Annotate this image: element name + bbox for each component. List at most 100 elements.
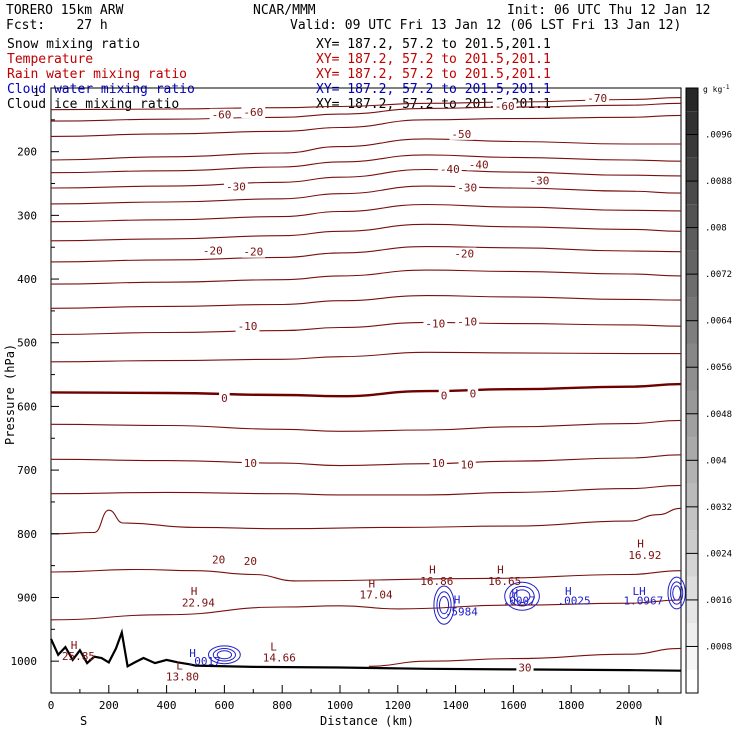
- cloud-water-contour-0-1: [212, 648, 237, 662]
- isotherm-label: -30: [457, 181, 477, 194]
- x-tick-label: 600: [214, 699, 234, 712]
- isotherm-9: [50, 246, 682, 263]
- isotherm-label: -10: [425, 318, 445, 331]
- contour-label-bg: [241, 106, 266, 119]
- field-xy-temperature: XY= 187.2, 57.2 to 201.5,201.1: [316, 52, 551, 67]
- colorbar-tick-label: .0048: [705, 410, 732, 420]
- x-tick-label: 800: [272, 699, 292, 712]
- colorbar-segment: [686, 669, 698, 693]
- colorbar-segment: [686, 646, 698, 670]
- isotherm-label: 0: [441, 390, 448, 403]
- isotherm-label: 20: [212, 553, 225, 566]
- contour-label-bg: [241, 245, 266, 258]
- y-tick-label: 600: [17, 400, 37, 413]
- colorbar-segment: [686, 576, 698, 600]
- contour-label-bg: [423, 317, 448, 330]
- isotherm-label: -30: [529, 174, 549, 187]
- x-tick-label: 1800: [558, 699, 585, 712]
- extremum-label: H: [71, 639, 78, 652]
- forecast-hour: Fcst: 27 h: [6, 18, 108, 33]
- contour-label-bg: [219, 392, 230, 405]
- colorbar-tick-label: .0016: [705, 596, 732, 606]
- isotherm-21: [368, 647, 682, 667]
- isotherm-10: [50, 269, 682, 285]
- contour-label-bg: [516, 661, 534, 674]
- isotherm-8: [50, 223, 682, 242]
- isotherm-16: [50, 454, 682, 467]
- colorbar-tick-label: .0056: [705, 363, 732, 373]
- x-tick-label: 1600: [500, 699, 527, 712]
- colorbar-segment: [686, 157, 698, 182]
- field-xy-cloud-ice: XY= 187.2, 57.2 to 201.5,201.1: [316, 97, 551, 112]
- colorbar-segment: [686, 134, 698, 158]
- isotherm-2: [50, 114, 682, 137]
- contour-label-bg: [467, 387, 479, 400]
- cloud-water-contour-3-2: [672, 585, 682, 601]
- isotherm-1: [50, 102, 682, 122]
- y-tick-label: 200: [17, 146, 37, 159]
- colorbar-tick-label: .004: [705, 456, 727, 466]
- terrain-line: [49, 628, 682, 672]
- contour-label-bg: [429, 457, 447, 470]
- y-tick-label: 300: [17, 209, 37, 222]
- model-title: TORERO 15km ARW: [6, 3, 124, 18]
- colorbar-segment: [686, 390, 698, 414]
- y-tick-label: 400: [17, 273, 37, 286]
- colorbar-segment: [686, 367, 698, 391]
- contour-label-bg: [449, 127, 474, 140]
- colorbar-segment: [686, 530, 698, 554]
- extremum-label: LH: [632, 585, 645, 598]
- isotherm-label: -30: [226, 181, 246, 194]
- colorbar-segment: [686, 553, 698, 577]
- isotherm-label: 10: [461, 458, 474, 471]
- isotherm-label: 30: [518, 662, 531, 675]
- extremum-label: 16.86: [420, 575, 453, 588]
- isotherm-3: [50, 138, 681, 161]
- contour-label-bg: [466, 158, 491, 171]
- colorbar-tick-label: .0064: [705, 317, 732, 327]
- x-tick-label: 1400: [442, 699, 469, 712]
- contour-label-bg: [200, 244, 225, 257]
- isotherm-label: -60: [495, 100, 515, 113]
- cloud-water-contour-2-1: [509, 585, 535, 607]
- colorbar-tick-label: .0032: [705, 503, 732, 513]
- contour-label-bg: [458, 458, 476, 471]
- colorbar-segment: [686, 413, 698, 438]
- contour-label-bg: [585, 92, 610, 105]
- extremum-label: 16.92: [628, 549, 661, 562]
- extremum-label: H: [191, 585, 198, 598]
- field-xy-snow: XY= 187.2, 57.2 to 201.5,201.1: [316, 37, 551, 52]
- colorbar-segment: [686, 483, 698, 507]
- colorbar-tick-label: .0096: [705, 131, 732, 141]
- extremum-label: 1.0967: [624, 595, 664, 608]
- cloud-water-contour-2-0: [504, 581, 540, 611]
- contour-label-bg: [452, 247, 477, 260]
- y-tick-label: 800: [17, 528, 37, 541]
- contour-label-bg: [527, 174, 552, 187]
- isotherm-13: [50, 351, 681, 363]
- isotherm-label: 10: [432, 457, 445, 470]
- cloud-water-layer: [208, 576, 686, 665]
- isotherm-label: -20: [454, 248, 474, 261]
- extremum-label: 13.80: [166, 670, 199, 683]
- colorbar-segment: [686, 227, 698, 251]
- isotherm-label: 10: [244, 457, 257, 470]
- isotherm-label: -60: [212, 109, 232, 122]
- x-axis-label: Distance (km): [320, 714, 414, 728]
- extremum-label: H: [368, 577, 375, 590]
- x-tick-label: 1000: [327, 699, 354, 712]
- colorbar-tick-label: .008: [705, 224, 727, 234]
- extremum-label: H: [637, 537, 644, 550]
- extremum-label: H: [454, 593, 461, 606]
- colorbar: .0096 .0088 .008 .0072 .0064 .0056 .0048 .004 .0…: [685, 87, 732, 694]
- extremum-label: H: [497, 563, 504, 576]
- cloud-water-contour-0-2: [216, 650, 233, 660]
- colorbar-segment: [686, 250, 698, 275]
- cloud-water-contour-1-1: [436, 591, 452, 619]
- colorbar-segment: [686, 343, 698, 368]
- extremum-label: L: [270, 641, 277, 654]
- isotherm-label: -20: [243, 246, 263, 259]
- extremum-label: 22.94: [182, 597, 215, 610]
